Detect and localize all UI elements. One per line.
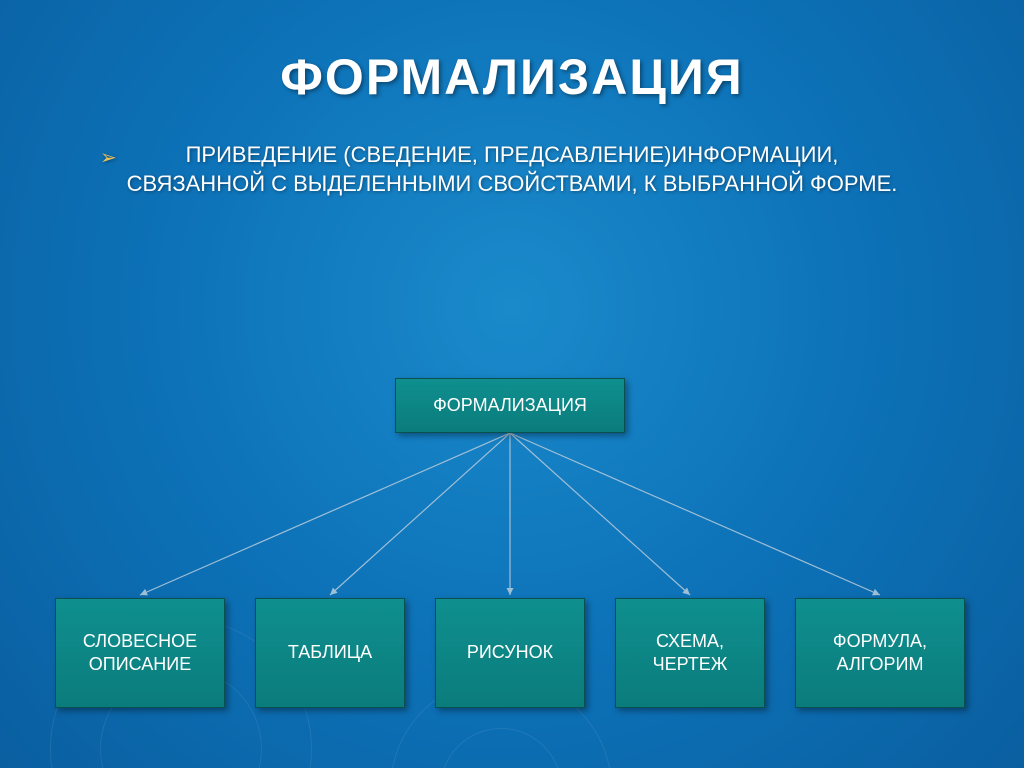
diagram-root-node: ФОРМАЛИЗАЦИЯ bbox=[395, 378, 625, 433]
diagram-child-node-0: СЛОВЕСНОЕОПИСАНИЕ bbox=[55, 598, 225, 708]
diagram-child-node-4: ФОРМУЛА,АЛГОРИМ bbox=[795, 598, 965, 708]
page-title: ФОРМАЛИЗАЦИЯ bbox=[0, 48, 1024, 106]
diagram-child-node-3: СХЕМА,ЧЕРТЕЖ bbox=[615, 598, 765, 708]
subtitle-text: ПРИВЕДЕНИЕ (СВЕДЕНИЕ, ПРЕДСАВЛЕНИЕ)ИНФОР… bbox=[127, 142, 898, 197]
diagram-child-node-2: РИСУНОК bbox=[435, 598, 585, 708]
subtitle-block: ➢ ПРИВЕДЕНИЕ (СВЕДЕНИЕ, ПРЕДСАВЛЕНИЕ)ИНФ… bbox=[122, 140, 902, 199]
formalization-diagram: ФОРМАЛИЗАЦИЯ СЛОВЕСНОЕОПИСАНИЕ ТАБЛИЦА РИСУ… bbox=[0, 348, 1024, 768]
diagram-child-node-1: ТАБЛИЦА bbox=[255, 598, 405, 708]
chevron-icon: ➢ bbox=[100, 145, 117, 172]
